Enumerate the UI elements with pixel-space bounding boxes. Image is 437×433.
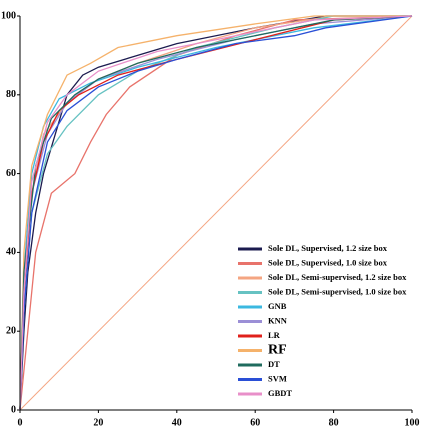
roc-line	[19, 15, 413, 411]
legend-label: Sole DL, Supervised, 1.2 size box	[268, 243, 388, 253]
x-tick-label: 20	[93, 417, 103, 428]
roc-line	[19, 15, 413, 411]
y-tick-label: 40	[6, 247, 16, 258]
legend-label: DT	[268, 359, 280, 369]
legend-label: RF	[268, 343, 287, 358]
legend-label: GBDT	[268, 388, 292, 398]
y-tick-label: 60	[6, 168, 16, 179]
y-tick-label: 80	[6, 89, 16, 100]
roc-line	[19, 15, 413, 411]
x-tick-label: 40	[172, 417, 182, 428]
legend-label: KNN	[268, 315, 288, 325]
legend-label: LR	[268, 330, 281, 340]
x-tick-label: 0	[18, 417, 23, 428]
y-tick-label: 100	[1, 10, 16, 21]
roc-line	[19, 15, 412, 411]
y-tick-label: 0	[11, 404, 16, 415]
legend-label: Sole DL, Semi-supervised, 1.0 size box	[268, 286, 407, 296]
x-tick-label: 100	[405, 417, 420, 428]
y-tick-label: 20	[6, 325, 16, 336]
x-tick-label: 80	[329, 417, 339, 428]
legend-label: GNB	[268, 301, 287, 311]
legend-label: SVM	[268, 373, 287, 383]
legend-label: Sole DL, Supervised, 1.0 size box	[268, 257, 388, 267]
reference-diagonal	[19, 15, 413, 411]
legend-label: Sole DL, Semi-supervised, 1.2 size box	[268, 272, 407, 282]
roc-line	[19, 15, 412, 411]
x-tick-label: 60	[250, 417, 260, 428]
